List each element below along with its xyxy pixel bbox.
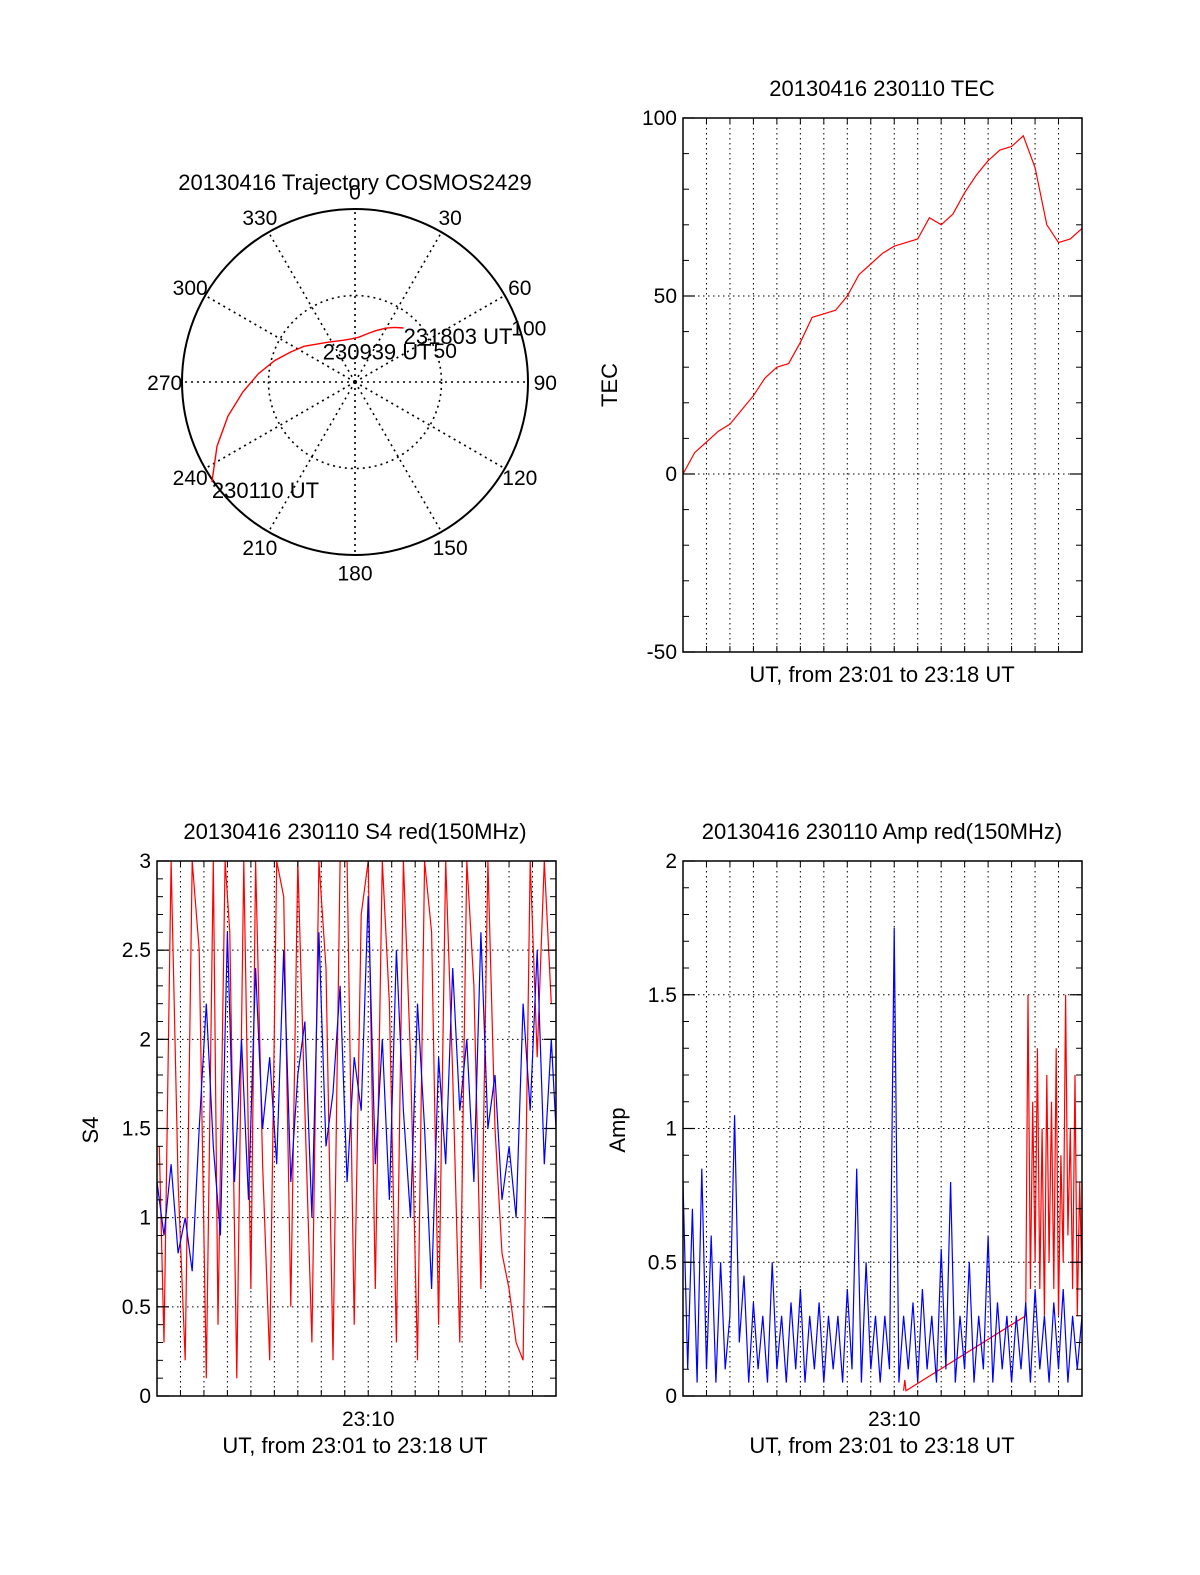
x-tick-label: 23:10	[868, 1408, 921, 1431]
axes-frame	[682, 860, 1083, 1397]
y-tick-label: 1	[139, 1207, 151, 1230]
polar-radial-label: 50	[434, 340, 457, 363]
polar-ring-50	[267, 294, 443, 470]
polar-radial-label: 100	[511, 317, 546, 340]
tec-xlabel: UT, from 23:01 to 23:18 UT	[749, 662, 1014, 687]
y-tick-label: 0	[139, 1385, 151, 1408]
series-line	[683, 927, 1082, 1383]
trajectory-annotation: 230110 UT	[212, 478, 319, 503]
series-group	[683, 927, 1082, 1392]
y-tick-label: -50	[647, 641, 677, 664]
polar-spoke	[354, 381, 506, 470]
trajectory-polar-panel: 20130416 Trajectory COSMOS2429 0 30 60 90 12…	[147, 170, 557, 585]
y-tick-label: 2	[665, 850, 677, 873]
trajectory-annotation: 231803 UT	[404, 324, 513, 349]
trajectory-annotation: 230939 UT	[323, 340, 432, 365]
axes-frame	[156, 860, 557, 1397]
polar-outer-ring	[181, 208, 529, 556]
series-line	[157, 896, 556, 1290]
amp-ylabel: Amp	[605, 1107, 630, 1152]
y-tick-label: 50	[654, 285, 677, 308]
axes-frame	[682, 117, 1083, 653]
tec-plot-area: -50 0 50 100	[642, 107, 1083, 664]
polar-spoke	[354, 294, 506, 383]
polar-angle-label: 210	[242, 537, 277, 560]
s4-plot-area: 0 0.5 1 1.5 2 2.5 3 23:10	[122, 850, 557, 1431]
x-tick-label: 23:10	[342, 1408, 395, 1431]
tec-title: 20130416 230110 TEC	[769, 76, 995, 101]
y-tick-label: 3	[139, 850, 151, 873]
trajectory-line	[211, 326, 404, 483]
polar-angle-label: 270	[147, 372, 182, 395]
y-tick-label: 1.5	[122, 1118, 151, 1141]
polar-angle-label: 60	[508, 277, 531, 300]
polar-spoke	[267, 231, 356, 383]
series-group	[683, 134, 1082, 475]
s4-xlabel: UT, from 23:01 to 23:18 UT	[222, 1433, 487, 1458]
series-group	[157, 861, 556, 1379]
series-line	[683, 134, 1082, 475]
polar-angle-label: 300	[173, 277, 208, 300]
polar-spoke	[204, 294, 356, 383]
series-line	[903, 994, 1082, 1392]
polar-grid	[181, 208, 529, 556]
s4-title: 20130416 230110 S4 red(150MHz)	[183, 819, 526, 844]
y-tick-label: 2	[139, 1028, 151, 1051]
series-line	[158, 861, 552, 1379]
y-tick-label: 0.5	[122, 1296, 151, 1319]
y-tick-label: 2.5	[122, 939, 151, 962]
polar-angle-label: 180	[337, 562, 372, 585]
s4-ylabel: S4	[78, 1117, 103, 1144]
amp-title: 20130416 230110 Amp red(150MHz)	[702, 819, 1062, 844]
polar-angle-label: 0	[349, 182, 361, 205]
y-tick-label: 1.5	[648, 984, 677, 1007]
trajectory-title: 20130416 Trajectory COSMOS2429	[178, 170, 531, 195]
polar-angle-label: 330	[242, 207, 277, 230]
polar-spoke	[354, 231, 443, 383]
polar-angle-label: 120	[502, 467, 537, 490]
amp-panel: 20130416 230110 Amp red(150MHz) UT, from…	[605, 819, 1083, 1458]
tec-panel: 20130416 230110 TEC UT, from 23:01 to 23…	[597, 76, 1083, 687]
polar-angle-label: 90	[534, 372, 557, 395]
y-tick-label: 1	[665, 1118, 677, 1141]
polar-angle-label: 150	[433, 537, 468, 560]
amp-plot-area: 0 0.5 1 1.5 2 23:10	[648, 850, 1083, 1431]
tec-ylabel: TEC	[597, 363, 622, 407]
polar-spoke	[204, 381, 356, 470]
amp-xlabel: UT, from 23:01 to 23:18 UT	[749, 1433, 1014, 1458]
y-tick-label: 0.5	[648, 1251, 677, 1274]
polar-spoke	[354, 381, 443, 533]
s4-panel: 20130416 230110 S4 red(150MHz) UT, from …	[78, 819, 557, 1458]
polar-series	[211, 326, 404, 483]
polar-spoke	[267, 381, 356, 533]
polar-angle-label: 30	[438, 207, 461, 230]
y-tick-label: 0	[665, 1385, 677, 1408]
y-tick-label: 0	[665, 463, 677, 486]
y-tick-label: 100	[642, 107, 677, 130]
polar-labels: 0 30 60 90 120 150 180 210 240 270 300 330 50 100 2301…	[147, 182, 557, 586]
polar-angle-label: 240	[173, 467, 208, 490]
